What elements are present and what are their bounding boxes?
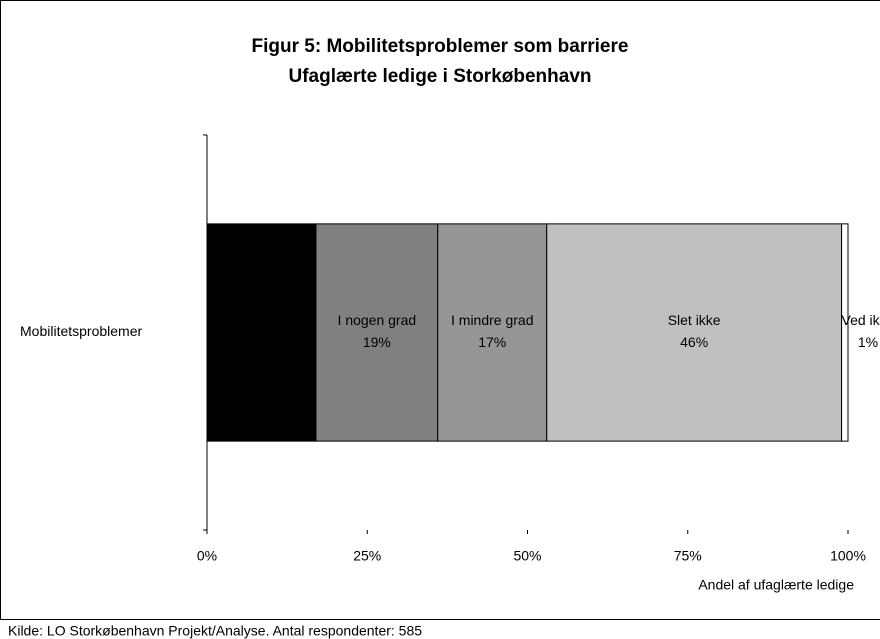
x-tick-label: 50% [513,548,541,564]
segment-name: I nogen grad [338,312,417,328]
bar-segment [206,223,317,442]
data-label: 17% [478,334,506,350]
segment-name: Slet ikke [668,312,721,328]
data-label: 17% [247,334,275,350]
x-tick-label: 100% [830,548,866,564]
data-label: 1% [858,334,878,350]
x-tick-label: 75% [674,548,702,564]
source-note: Kilde: LO Storkøbenhavn Projekt/Analyse.… [8,623,422,639]
bar-segment [841,223,849,442]
segment-name: I mindre grad [451,312,533,328]
segment-name: I høj grad [232,312,291,328]
data-label: 46% [680,334,708,350]
bar-segment [315,223,439,442]
data-label: 19% [363,334,391,350]
bar-segment [546,223,843,442]
x-tick-label: 25% [353,548,381,564]
segment-name: Ved ikke [842,312,880,328]
bar-segment [437,223,548,442]
x-tick-label: 0% [197,548,217,564]
chart-subtitle: Ufaglærte ledige i Storkøbenhavn [289,66,592,87]
x-axis-label: Andel af ufaglærte ledige [698,577,854,593]
chart-title: Figur 5: Mobilitetsproblemer som barrier… [252,36,629,57]
y-tick-label: Mobilitetsproblemer [20,323,142,339]
